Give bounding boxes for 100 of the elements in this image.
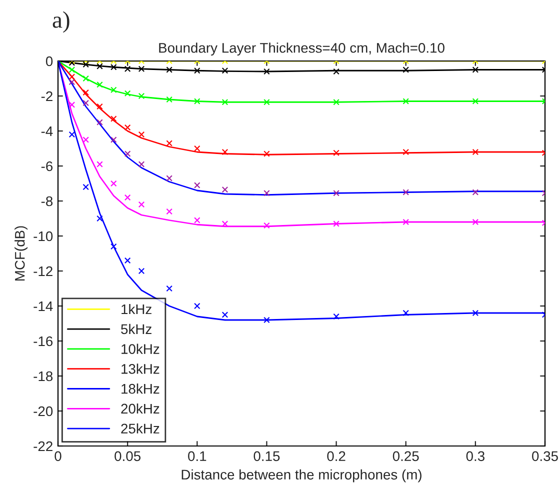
legend-label: 18kHz	[122, 384, 160, 394]
point	[124, 150, 131, 157]
y-axis-title: MCF(dB)	[14, 226, 28, 281]
point	[124, 257, 131, 264]
point	[96, 103, 103, 110]
point	[124, 124, 131, 131]
point	[68, 66, 76, 73]
point	[82, 136, 89, 143]
point	[166, 175, 172, 182]
point	[82, 184, 89, 190]
point	[472, 66, 479, 73]
point	[138, 161, 145, 168]
point	[472, 310, 479, 316]
x-tick-label: 0	[54, 451, 62, 462]
point	[402, 98, 410, 104]
point	[68, 78, 76, 86]
point	[264, 98, 270, 106]
point	[472, 218, 479, 226]
point	[138, 131, 145, 138]
x-tick-label: 0.2	[327, 451, 346, 462]
y-tick-label: -10	[34, 231, 53, 242]
point	[138, 92, 145, 100]
legend-label: 13kHz	[122, 364, 160, 374]
point	[194, 67, 200, 74]
point	[110, 116, 117, 122]
point	[166, 96, 172, 103]
point	[333, 98, 340, 106]
point	[138, 268, 145, 274]
point	[264, 150, 270, 157]
point	[68, 102, 76, 108]
x-tick-label: 0.05	[114, 451, 141, 462]
point	[402, 66, 410, 73]
legend-label: 1kHz	[122, 304, 152, 314]
x-tick-label: 0.3	[466, 451, 484, 462]
point	[166, 66, 172, 73]
x-tick-label: 0.25	[392, 451, 419, 462]
point	[110, 136, 117, 143]
point	[96, 215, 103, 222]
point	[222, 67, 228, 74]
point	[222, 148, 228, 156]
point	[222, 98, 228, 106]
point	[264, 222, 270, 229]
point	[124, 66, 131, 72]
point	[222, 312, 228, 318]
point	[194, 182, 200, 188]
point	[264, 316, 270, 324]
y-tick-label: -14	[34, 301, 53, 312]
point	[472, 148, 479, 156]
point	[124, 194, 131, 201]
point	[194, 145, 200, 152]
point	[68, 74, 76, 80]
y-tick-label: -20	[34, 406, 53, 416]
y-tick-label: -6	[41, 161, 53, 172]
point	[96, 119, 103, 126]
legend-label: 10kHz	[122, 344, 160, 354]
y-tick-label: -4	[41, 126, 53, 136]
legend-label: 5kHz	[121, 324, 152, 334]
point	[82, 100, 89, 106]
point	[110, 180, 117, 187]
point	[402, 189, 410, 196]
y-tick-label: -22	[34, 441, 52, 452]
point	[82, 75, 89, 82]
point	[166, 208, 172, 215]
y-tick-label: -16	[34, 336, 53, 346]
point	[124, 90, 131, 97]
point	[96, 161, 103, 168]
point	[96, 81, 103, 88]
point	[68, 131, 76, 138]
point	[194, 217, 200, 224]
point	[402, 148, 410, 156]
point	[472, 98, 479, 104]
y-tick-label: -8	[41, 196, 53, 206]
point	[138, 201, 145, 208]
x-tick-label: 0.15	[254, 451, 280, 462]
point	[333, 313, 340, 320]
y-tick-label: 0	[46, 56, 53, 66]
point	[333, 220, 340, 227]
point	[333, 68, 340, 75]
legend-label: 20kHz	[121, 403, 160, 414]
x-tick-label: 0.1	[188, 451, 206, 462]
point	[194, 98, 200, 104]
point	[333, 190, 340, 196]
chart-title: Boundary Layer Thickness=40 cm, Mach=0.10	[159, 42, 444, 56]
y-tick-label: -12	[34, 266, 52, 276]
y-tick-label: -2	[41, 91, 52, 102]
point	[166, 140, 172, 146]
x-tick-label: 0.35	[532, 451, 558, 462]
point	[264, 190, 270, 196]
point	[96, 63, 103, 70]
point	[333, 150, 340, 156]
legend-label: 25kHz	[121, 423, 160, 434]
point	[110, 86, 117, 94]
point	[402, 218, 410, 226]
point	[402, 310, 410, 316]
point	[222, 186, 228, 193]
point	[82, 61, 89, 68]
point	[110, 243, 117, 250]
point	[222, 220, 228, 227]
point	[138, 66, 145, 72]
point	[82, 89, 89, 96]
